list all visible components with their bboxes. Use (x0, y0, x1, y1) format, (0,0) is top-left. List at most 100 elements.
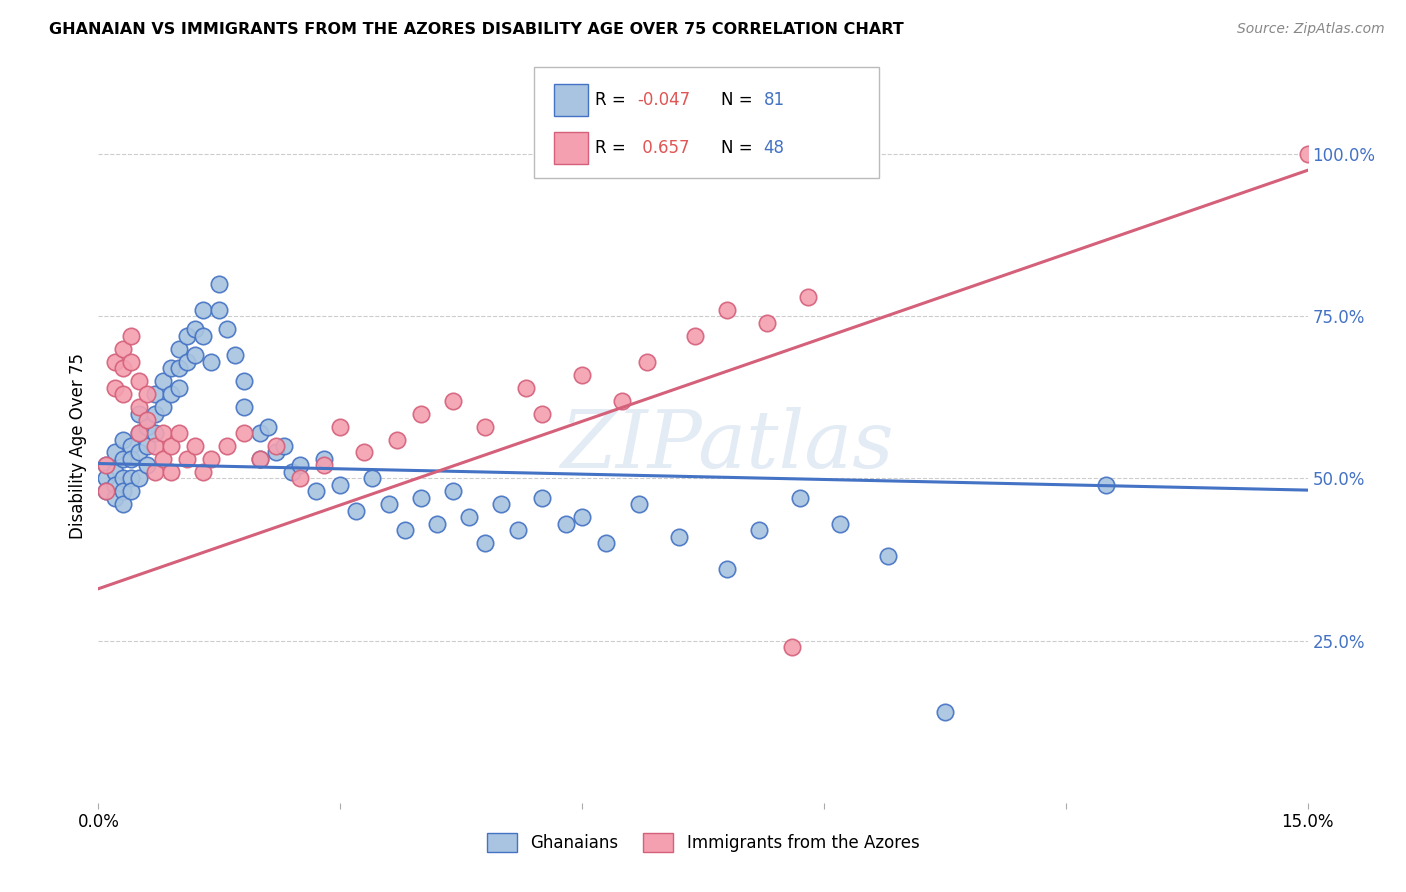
Point (103, 354, 125, 368)
Point (458, 510, 481, 524)
Point (249, 425, 271, 440)
Point (329, 478, 352, 492)
Point (193, 465, 215, 479)
Point (797, 290, 820, 304)
Point (96, 458, 118, 473)
Point (344, 504, 367, 518)
Point (1095, 478, 1118, 492)
Legend: Ghanaians, Immigrants from the Azores: Ghanaians, Immigrants from the Azores (479, 826, 927, 859)
Point (249, 452, 271, 467)
Point (111, 471, 134, 485)
Point (273, 439, 295, 453)
Point (612, 393, 634, 408)
Text: ZIPatlas: ZIPatlas (561, 408, 894, 484)
Point (135, 387, 157, 401)
Text: 48: 48 (763, 139, 785, 157)
Point (152, 452, 174, 467)
Point (143, 465, 166, 479)
Point (143, 439, 166, 453)
Point (491, 497, 513, 511)
Point (135, 413, 157, 427)
Point (152, 425, 174, 440)
Text: N =: N = (721, 139, 758, 157)
Point (683, 328, 706, 343)
Y-axis label: Disability Age Over 75: Disability Age Over 75 (69, 353, 87, 539)
Point (789, 491, 811, 505)
Point (120, 354, 142, 368)
Point (96, 458, 118, 473)
Point (120, 328, 142, 343)
Point (329, 419, 352, 434)
Point (128, 471, 150, 485)
Point (409, 491, 432, 505)
Point (232, 425, 254, 440)
Point (152, 374, 174, 388)
Point (353, 445, 375, 459)
Point (200, 354, 222, 368)
Point (668, 530, 690, 544)
Text: 0.657: 0.657 (637, 139, 689, 157)
Point (111, 387, 134, 401)
Point (232, 400, 254, 414)
Point (394, 524, 416, 538)
Text: R =: R = (595, 91, 631, 109)
Point (103, 465, 125, 479)
Point (515, 381, 537, 395)
Point (160, 387, 183, 401)
Point (217, 322, 239, 336)
Point (530, 407, 553, 421)
Point (160, 439, 183, 453)
Point (193, 302, 215, 317)
Point (167, 342, 190, 356)
Point (128, 445, 150, 459)
Point (152, 400, 174, 414)
Point (128, 374, 150, 388)
Point (103, 491, 125, 505)
Point (167, 381, 190, 395)
Point (103, 445, 125, 459)
Point (176, 452, 198, 467)
Point (135, 458, 157, 473)
Point (111, 452, 134, 467)
Point (555, 516, 578, 531)
Point (571, 510, 593, 524)
Point (249, 452, 271, 467)
Point (506, 524, 529, 538)
Point (756, 316, 779, 330)
Point (120, 484, 142, 499)
Point (474, 536, 496, 550)
Text: GHANAIAN VS IMMIGRANTS FROM THE AZORES DISABILITY AGE OVER 75 CORRELATION CHART: GHANAIAN VS IMMIGRANTS FROM THE AZORES D… (49, 22, 904, 37)
Text: R =: R = (595, 139, 631, 157)
Text: N =: N = (721, 91, 758, 109)
Text: Source: ZipAtlas.com: Source: ZipAtlas.com (1237, 22, 1385, 37)
Point (128, 400, 150, 414)
Point (103, 381, 125, 395)
Point (264, 445, 287, 459)
Point (128, 425, 150, 440)
Point (111, 497, 134, 511)
Point (409, 407, 432, 421)
Point (441, 484, 464, 499)
Point (877, 549, 900, 564)
Point (217, 439, 239, 453)
Point (474, 419, 496, 434)
Point (571, 368, 593, 382)
Point (160, 465, 183, 479)
Point (176, 354, 198, 368)
Point (264, 439, 287, 453)
Point (305, 484, 328, 499)
Point (143, 387, 166, 401)
Point (120, 439, 142, 453)
Point (167, 425, 190, 440)
Point (595, 536, 617, 550)
Point (441, 393, 464, 408)
Point (184, 322, 207, 336)
Point (716, 302, 738, 317)
Point (193, 328, 215, 343)
Point (636, 354, 658, 368)
Point (111, 484, 134, 499)
Point (377, 497, 399, 511)
Point (128, 425, 150, 440)
Text: 81: 81 (763, 91, 785, 109)
Point (828, 516, 851, 531)
